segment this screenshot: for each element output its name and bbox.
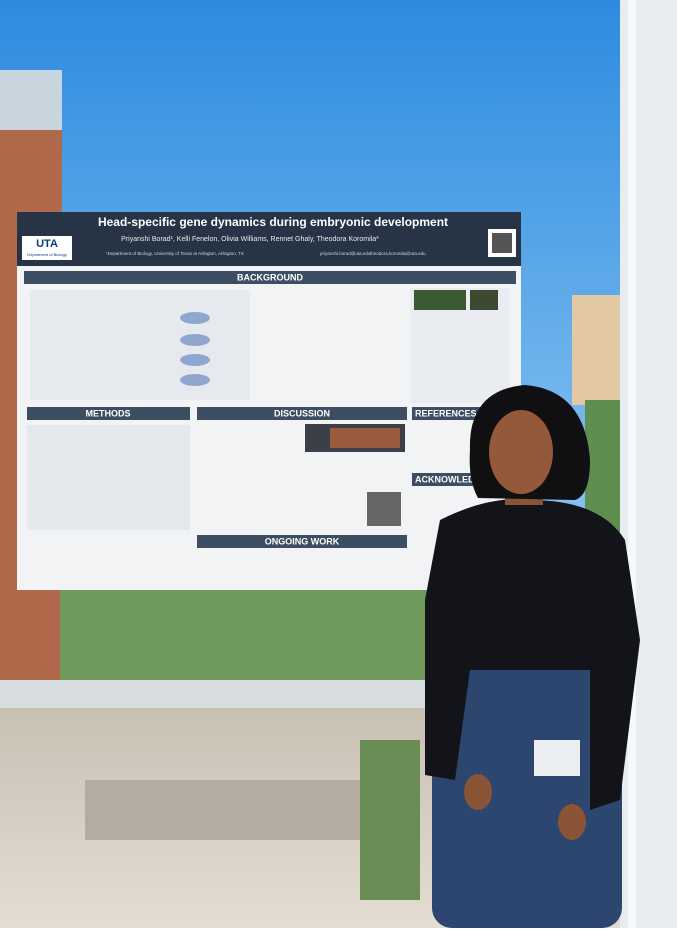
- poster-affiliation: ¹Department of Biology, University of Te…: [106, 251, 244, 256]
- face: [489, 410, 553, 494]
- hand: [558, 804, 586, 840]
- figure: [27, 425, 190, 530]
- section-bar: [197, 407, 407, 420]
- micrograph: [330, 428, 400, 448]
- jeans: [432, 650, 622, 928]
- window-frame-edge: [628, 0, 636, 928]
- hand: [464, 774, 492, 810]
- poster-email: theodora.koromila@uta.edu: [370, 251, 426, 256]
- distant-building: [572, 295, 622, 405]
- embryo: [180, 354, 210, 366]
- fringe: [486, 398, 555, 430]
- figure: [30, 290, 250, 400]
- logo-subtitle: Department of Biology: [27, 252, 67, 257]
- turtleneck: [425, 499, 640, 810]
- embryo: [180, 312, 210, 324]
- embryo: [180, 374, 210, 386]
- person: [425, 385, 640, 928]
- logo-box: [22, 236, 72, 260]
- tree-below: [360, 740, 420, 900]
- logo: UTA: [36, 238, 58, 250]
- section-bar: [197, 535, 407, 548]
- poster-email: priyanshi.borad@uta.edu: [320, 251, 371, 256]
- section-title: ACKNOWLEDG: [415, 474, 482, 484]
- poster-title: Head-specific gene dynamics during embry…: [98, 215, 448, 229]
- section-bar: [27, 407, 190, 420]
- qr-pattern: [492, 233, 512, 253]
- trees: [60, 590, 430, 680]
- section-title: REFERENCES: [415, 408, 477, 418]
- section-bar: [24, 271, 516, 284]
- qr-code: [367, 492, 401, 526]
- micrograph: [470, 290, 498, 310]
- section-title: METHODS: [86, 408, 131, 418]
- embryo: [180, 334, 210, 346]
- section-title: BACKGROUND: [237, 272, 303, 282]
- poster-authors: Priyanshi Borad¹, Kelli Fenelon, Olivia …: [121, 236, 379, 243]
- poster-header: [17, 212, 521, 266]
- id-badge: [534, 740, 580, 776]
- poster: UTA Department of Biology Head-specific …: [17, 212, 521, 590]
- section-title: ONGOING WORK: [265, 536, 340, 546]
- section-title: DISCUSSION: [274, 408, 330, 418]
- micrograph: [414, 290, 466, 310]
- path: [85, 780, 405, 840]
- building-top: [0, 70, 62, 130]
